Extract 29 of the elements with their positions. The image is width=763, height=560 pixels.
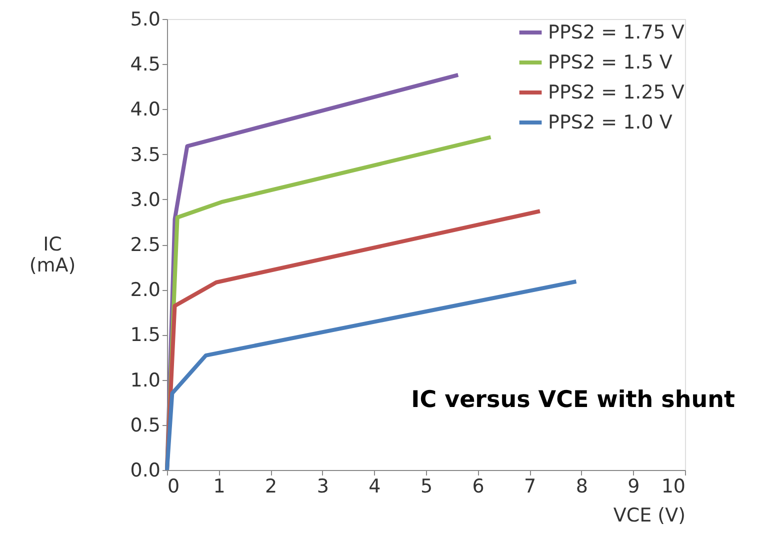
x-tick-label: 10 bbox=[661, 476, 686, 498]
y-tick-label: 4.0 bbox=[130, 98, 160, 121]
x-tick-label: 3 bbox=[316, 476, 329, 498]
x-axis-title: VCE (V) bbox=[613, 504, 686, 526]
legend-label: PPS2 = 1.75 V bbox=[548, 22, 684, 44]
y-tick-label: 1.5 bbox=[130, 324, 160, 346]
y-tick-label: 2.5 bbox=[130, 234, 160, 256]
y-tick-label: 3.5 bbox=[130, 144, 160, 166]
y-tick-label: 3.0 bbox=[130, 188, 160, 211]
x-tick-label: 7 bbox=[524, 476, 536, 498]
legend-label: PPS2 = 1.0 V bbox=[548, 112, 672, 134]
x-tick-label: 2 bbox=[265, 476, 278, 498]
text: IC versus VCE with shunt bbox=[411, 387, 735, 413]
y-tick-label: 0.5 bbox=[130, 414, 160, 436]
y-tick-label: 5.0 bbox=[130, 8, 160, 30]
legend-label: PPS2 = 1.5 V bbox=[548, 52, 672, 74]
x-tick-label: 6 bbox=[472, 476, 484, 498]
legend-label: PPS2 = 1.25 V bbox=[548, 82, 684, 104]
y-tick-label: 0.0 bbox=[130, 460, 160, 482]
x-tick-label: 1 bbox=[213, 476, 226, 498]
y-axis-title: IC (mA) bbox=[29, 234, 76, 276]
y-tick-label: 4.5 bbox=[130, 54, 160, 76]
x-tick-label: 9 bbox=[628, 476, 640, 498]
y-tick-label: 2.0 bbox=[130, 279, 160, 302]
x-tick-label: 5 bbox=[420, 476, 433, 498]
x-tick-label: 8 bbox=[576, 476, 588, 498]
x-tick-label: 4 bbox=[368, 476, 381, 498]
x-tick-label: 0 bbox=[168, 476, 180, 498]
y-tick-label: 1.0 bbox=[130, 369, 160, 392]
